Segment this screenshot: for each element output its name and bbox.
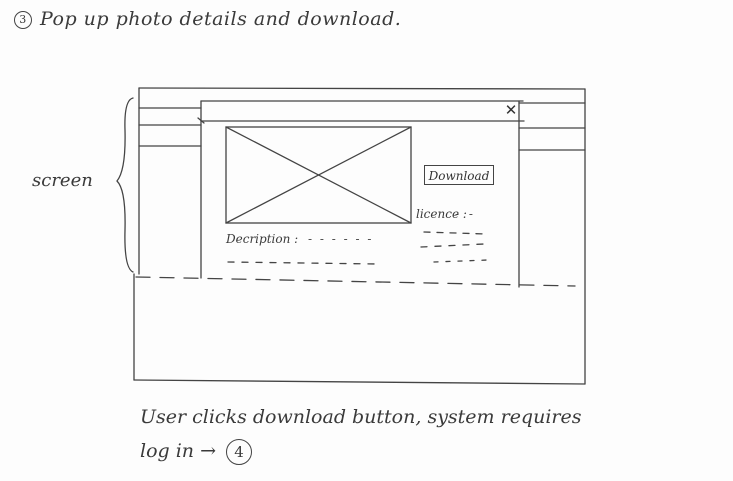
step-heading: 3 Pop up photo details and download. <box>14 8 401 30</box>
description-label: Decription : <box>226 232 299 246</box>
screen-frame-top <box>138 87 586 90</box>
screen-label: screen <box>32 170 93 191</box>
licence-label: licence : <box>416 207 467 221</box>
caption-line-2: log in → 4 <box>140 434 700 468</box>
caption-line-1: User clicks download button, system requ… <box>140 406 582 428</box>
step-number: 3 <box>14 11 32 29</box>
image-placeholder-diagonal-2 <box>225 126 412 224</box>
caption-line-2-text: log in → <box>140 440 216 462</box>
image-placeholder <box>225 126 412 224</box>
next-step-ref: 4 <box>226 439 253 465</box>
screen-frame-bottom <box>133 379 586 385</box>
bottom-dash-line <box>135 276 576 287</box>
licence-dash-line-3 <box>433 259 489 263</box>
description-dash-line-1 <box>227 261 379 265</box>
download-button[interactable]: Download <box>424 165 494 185</box>
description-value: - - - - - - <box>308 232 374 246</box>
close-icon[interactable]: ✕ <box>504 101 518 119</box>
step-title: Pop up photo details and download. <box>40 8 402 30</box>
caption: User clicks download button, system requ… <box>140 400 700 468</box>
screen-brace <box>116 97 134 273</box>
licence-dash-line-2 <box>420 243 485 248</box>
licence-value: - - <box>455 207 476 221</box>
licence-dash-line-1 <box>423 231 487 235</box>
popup-titlebar-left <box>197 117 205 124</box>
